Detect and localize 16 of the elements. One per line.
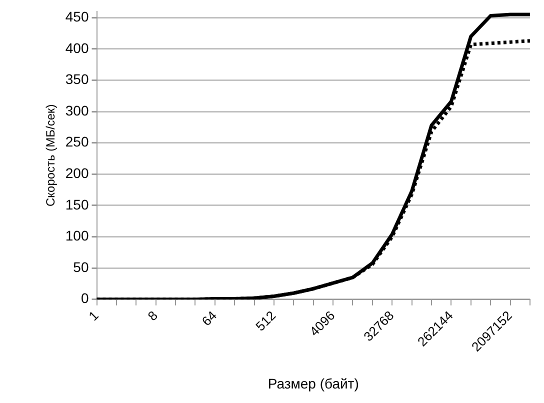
y-tick-label: 450	[65, 8, 89, 25]
y-tick-label: 200	[65, 165, 89, 182]
y-axis-title: Скорость (МБ/сек)	[44, 104, 58, 207]
y-tick-label: 250	[65, 134, 89, 150]
y-tick-label: 300	[65, 102, 89, 118]
y-tick-label: 400	[65, 40, 89, 56]
x-axis-title: Размер (байт)	[268, 375, 359, 392]
x-tick-label: 512	[252, 308, 279, 334]
x-tick-label: 8	[144, 308, 160, 324]
y-tick-label: 100	[65, 228, 89, 244]
y-tick-label: 350	[65, 71, 89, 88]
y-tick-label: 0	[80, 290, 89, 306]
x-tick-label: 1	[86, 308, 102, 324]
y-tick-label: 50	[73, 258, 89, 275]
y-tick-label: 150	[65, 196, 89, 212]
x-tick-label: 64	[198, 308, 220, 329]
